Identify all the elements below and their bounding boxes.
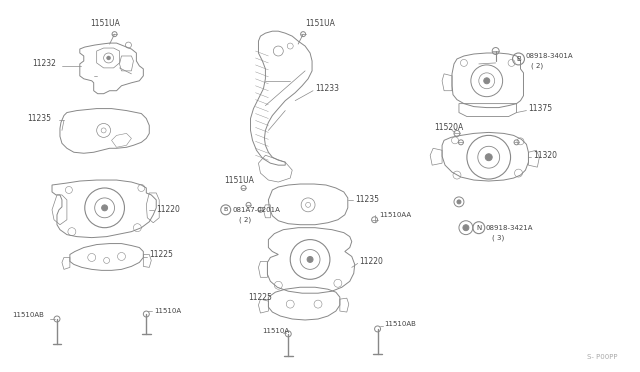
Text: 11375: 11375 — [529, 104, 552, 113]
Text: 081A7-0201A: 081A7-0201A — [233, 207, 280, 213]
Text: S- P00PP: S- P00PP — [588, 354, 618, 360]
Text: ( 3): ( 3) — [492, 234, 504, 241]
Text: ( 2): ( 2) — [531, 62, 543, 69]
Text: B: B — [223, 207, 228, 212]
Text: 11225: 11225 — [149, 250, 173, 259]
Circle shape — [457, 200, 461, 204]
Text: N: N — [476, 225, 481, 231]
Text: 1151UA: 1151UA — [305, 19, 335, 28]
Circle shape — [484, 78, 490, 84]
Circle shape — [102, 205, 108, 211]
Circle shape — [485, 154, 492, 161]
Text: 11235: 11235 — [355, 195, 379, 204]
Text: 1151UA: 1151UA — [224, 176, 253, 185]
Text: 11510AB: 11510AB — [12, 312, 44, 318]
Text: 11233: 11233 — [315, 84, 339, 93]
Text: B: B — [516, 56, 521, 62]
Text: 11520A: 11520A — [434, 123, 463, 132]
Text: 11510A: 11510A — [262, 328, 289, 334]
Text: 11232: 11232 — [32, 60, 56, 68]
Text: 11220: 11220 — [156, 205, 180, 214]
Text: 11220: 11220 — [360, 257, 383, 266]
Text: ( 2): ( 2) — [239, 217, 251, 223]
Circle shape — [107, 56, 111, 60]
Text: 11320: 11320 — [533, 151, 557, 160]
Text: 11510AB: 11510AB — [385, 321, 417, 327]
Text: 11510AA: 11510AA — [380, 212, 412, 218]
Text: 08918-3421A: 08918-3421A — [486, 225, 533, 231]
Text: 08918-3401A: 08918-3401A — [525, 53, 573, 59]
Circle shape — [463, 225, 469, 231]
Text: 1151UA: 1151UA — [90, 19, 120, 28]
Text: 11510A: 11510A — [154, 308, 181, 314]
Circle shape — [307, 256, 313, 262]
Text: 11235: 11235 — [28, 114, 51, 123]
Text: 11225: 11225 — [248, 293, 273, 302]
